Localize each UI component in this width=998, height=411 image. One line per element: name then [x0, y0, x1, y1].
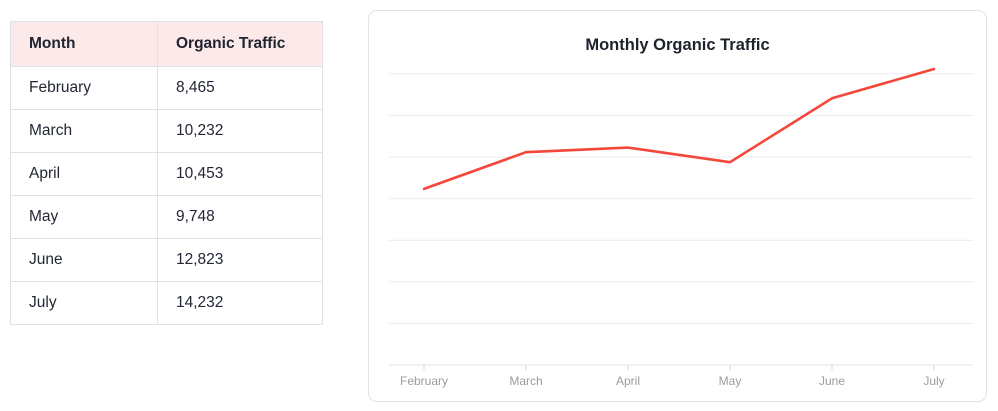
cell-month: July [10, 281, 158, 325]
table-row: February 8,465 [10, 66, 323, 110]
cell-organic-traffic: 14,232 [157, 281, 323, 325]
gridlines [389, 73, 973, 366]
traffic-line-series [422, 67, 936, 191]
cell-organic-traffic: 12,823 [157, 238, 323, 282]
table-row: April 10,453 [10, 152, 323, 196]
cell-organic-traffic: 10,453 [157, 152, 323, 196]
x-axis-label: March [509, 374, 542, 388]
table-body: February 8,465 March 10,232 April 10,453 May 9,… [10, 66, 323, 325]
x-axis-label: February [400, 374, 448, 388]
cell-month: June [10, 238, 158, 282]
table-row: June 12,823 [10, 238, 323, 282]
x-axis-ticks [423, 365, 935, 371]
column-header-organic-traffic: Organic Traffic [157, 21, 323, 67]
x-axis-labels: February March April May June July [400, 374, 945, 388]
cell-month: May [10, 195, 158, 239]
cell-month: March [10, 109, 158, 153]
table-row: July 14,232 [10, 281, 323, 325]
monthly-organic-traffic-line-chart: February March April May June July [389, 67, 973, 388]
cell-month: April [10, 152, 158, 196]
table-header-row: Month Organic Traffic [10, 21, 323, 67]
x-axis-label: April [616, 374, 640, 388]
organic-traffic-table: Month Organic Traffic February 8,465 March… [10, 21, 323, 325]
table-row: March 10,232 [10, 109, 323, 153]
data-table: Month Organic Traffic February 8,465 March… [10, 21, 323, 325]
table-row: May 9,748 [10, 195, 323, 239]
chart-title: Monthly Organic Traffic [585, 36, 770, 54]
x-axis-label: July [923, 374, 944, 388]
x-axis-label: May [719, 374, 742, 388]
cell-organic-traffic: 8,465 [157, 66, 323, 110]
cell-month: February [10, 66, 158, 110]
column-header-month: Month [10, 21, 158, 67]
chart-card: Monthly Organic Traffic February March Apr… [368, 10, 987, 402]
cell-organic-traffic: 9,748 [157, 195, 323, 239]
x-axis-label: June [819, 374, 845, 388]
cell-organic-traffic: 10,232 [157, 109, 323, 153]
